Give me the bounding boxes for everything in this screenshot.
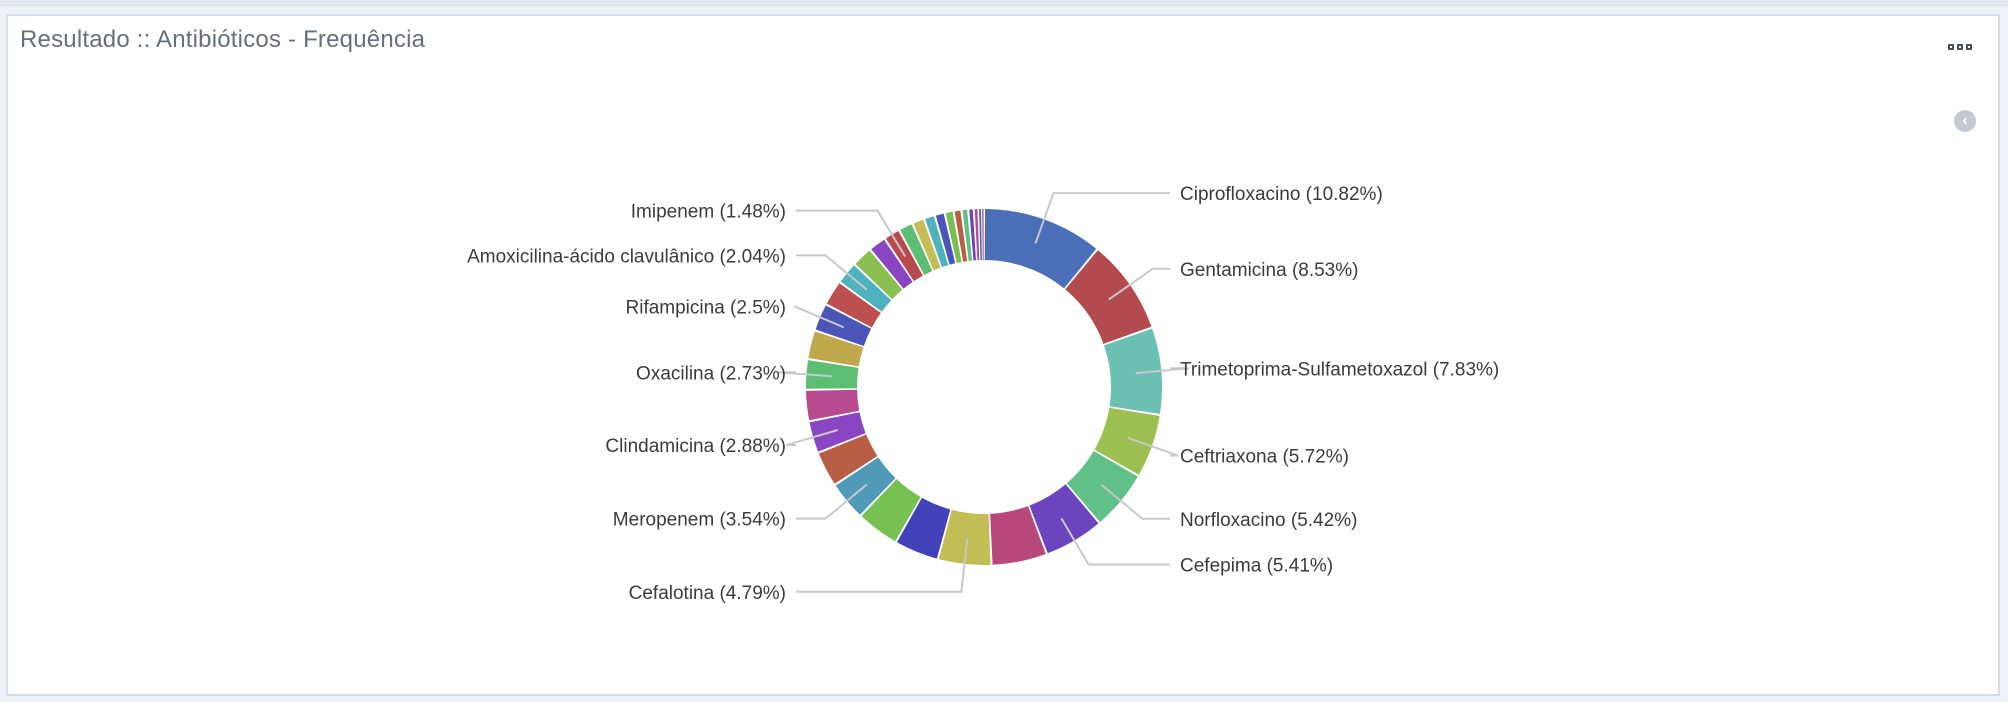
slice-label: Trimetoprima-Sulfametoxazol (7.83%) — [1180, 359, 1499, 380]
donut-slice[interactable] — [969, 209, 976, 261]
donut-slice[interactable] — [1065, 250, 1152, 344]
leader-line — [1135, 367, 1190, 375]
donut-slice[interactable] — [962, 209, 972, 261]
slice-label: Rifampicina (2.5%) — [626, 297, 787, 318]
donut-slice[interactable] — [806, 389, 860, 421]
donut-slice[interactable] — [979, 209, 982, 261]
leader-line — [1034, 192, 1170, 244]
slice-label: Ciprofloxacino (10.82%) — [1180, 184, 1383, 205]
slice-label: Gentamicina (8.53%) — [1180, 260, 1358, 281]
leader-line — [796, 209, 907, 257]
slice-label: Cefalotina (4.79%) — [629, 583, 786, 604]
panel-title: Resultado :: Antibióticos - Frequência — [20, 26, 426, 53]
leader-line — [786, 429, 838, 447]
leader-line — [796, 254, 868, 291]
slice-label: Ceftriaxona (5.72%) — [1180, 447, 1349, 468]
donut-slice[interactable] — [855, 250, 903, 300]
slice-label: Clindamicina (2.88%) — [605, 436, 786, 457]
donut-slice[interactable] — [945, 211, 962, 263]
donut-slice[interactable] — [806, 360, 859, 389]
donut-slice[interactable] — [984, 209, 1097, 289]
slice-label: Meropenem (3.54%) — [613, 510, 786, 531]
slice-label: Norfloxacino (5.42%) — [1180, 510, 1357, 531]
ellipsis-icon[interactable] — [1948, 44, 1972, 50]
donut-slice[interactable] — [809, 412, 866, 452]
leader-line — [1108, 267, 1170, 301]
slice-label: Imipenem (1.48%) — [631, 202, 786, 223]
donut-slice[interactable] — [815, 305, 872, 346]
dot — [1948, 44, 1954, 50]
dot — [1966, 44, 1972, 50]
donut-slice[interactable] — [954, 210, 968, 262]
donut-slice[interactable] — [896, 497, 951, 559]
slice-label: Cefepima (5.41%) — [1180, 555, 1333, 576]
donut-slice[interactable] — [990, 506, 1046, 565]
donut-slice[interactable] — [900, 224, 933, 275]
leader-line — [1100, 483, 1170, 520]
chevron-left-circle-icon[interactable]: ‹ — [1954, 110, 1976, 132]
leader-line — [796, 483, 868, 520]
donut-slice[interactable] — [1103, 328, 1162, 414]
donut-slice[interactable] — [818, 434, 878, 484]
donut-slice[interactable] — [871, 239, 913, 289]
donut-slice[interactable] — [1029, 484, 1099, 554]
dot — [1957, 44, 1963, 50]
donut-slice[interactable] — [1094, 407, 1160, 475]
leader-line — [1060, 517, 1170, 566]
slice-label: Amoxicilina-ácido clavulânico (2.04%) — [467, 246, 786, 267]
donut-slice[interactable] — [925, 216, 949, 268]
donut-slice[interactable] — [935, 213, 956, 265]
leader-line — [778, 371, 832, 378]
leader-line — [1127, 436, 1179, 457]
slice-label: Oxacilina (2.73%) — [636, 363, 786, 384]
donut-slice[interactable] — [808, 331, 864, 367]
top-border — [0, 0, 2008, 6]
chart-panel: Resultado :: Antibióticos - Frequência ‹ — [6, 14, 2000, 696]
donut-slice[interactable] — [826, 283, 881, 328]
donut-slice[interactable] — [861, 479, 921, 542]
donut-slice[interactable] — [982, 209, 984, 261]
donut-slice[interactable] — [938, 509, 991, 565]
donut-slice[interactable] — [974, 209, 980, 261]
donut-slice[interactable] — [913, 219, 941, 271]
leader-line — [796, 538, 969, 593]
leader-line — [794, 305, 845, 329]
